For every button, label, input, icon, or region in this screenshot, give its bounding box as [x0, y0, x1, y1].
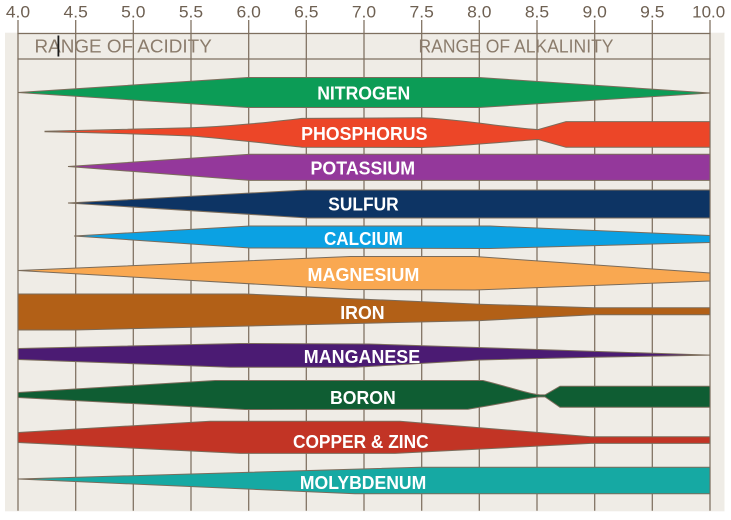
svg-text:MAGNESIUM: MAGNESIUM	[308, 265, 420, 285]
svg-text:BORON: BORON	[330, 388, 396, 408]
svg-text:COPPER & ZINC: COPPER & ZINC	[293, 432, 429, 452]
svg-text:SULFUR: SULFUR	[328, 194, 398, 214]
svg-text:POTASSIUM: POTASSIUM	[311, 158, 416, 178]
svg-text:8.5: 8.5	[525, 4, 549, 22]
svg-text:MOLYBDENUM: MOLYBDENUM	[300, 473, 426, 493]
svg-text:6.5: 6.5	[294, 4, 318, 22]
svg-text:10.0: 10.0	[692, 4, 725, 22]
svg-text:9.5: 9.5	[640, 4, 664, 22]
svg-text:5.0: 5.0	[121, 4, 145, 22]
svg-text:IRON: IRON	[340, 303, 384, 323]
svg-text:RANGE OF ACIDITY: RANGE OF ACIDITY	[35, 37, 212, 57]
svg-text:7.5: 7.5	[410, 4, 434, 22]
svg-text:NITROGEN: NITROGEN	[317, 83, 410, 103]
svg-text:5.5: 5.5	[179, 4, 203, 22]
svg-text:MANGANESE: MANGANESE	[304, 347, 420, 367]
svg-text:4.0: 4.0	[6, 4, 30, 22]
svg-text:8.0: 8.0	[467, 4, 491, 22]
svg-text:6.0: 6.0	[237, 4, 261, 22]
svg-text:PHOSPHORUS: PHOSPHORUS	[301, 124, 427, 144]
svg-text:CALCIUM: CALCIUM	[324, 229, 403, 249]
svg-text:4.5: 4.5	[64, 4, 88, 22]
svg-text:9.0: 9.0	[583, 4, 607, 22]
svg-text:7.0: 7.0	[352, 4, 376, 22]
svg-text:RANGE OF ALKALINITY: RANGE OF ALKALINITY	[419, 37, 614, 57]
